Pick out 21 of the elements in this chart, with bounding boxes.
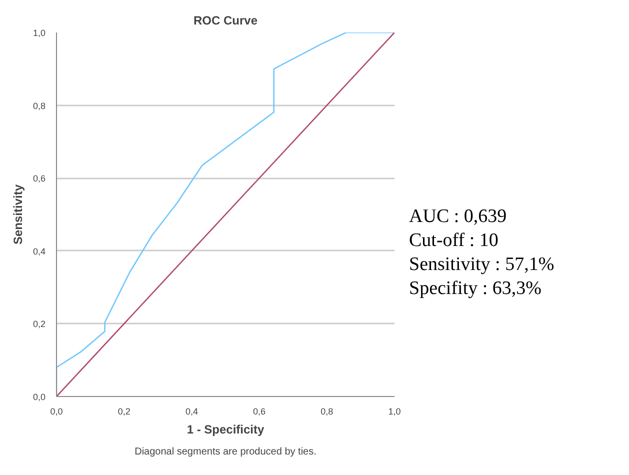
x-tick-label: 0,4	[185, 406, 198, 416]
x-tick-label: 0,6	[253, 406, 266, 416]
text: Cut-off : 10	[409, 230, 498, 251]
x-tick-label: 0,0	[50, 406, 63, 416]
y-tick-label: 0,4	[32, 246, 46, 256]
y-tick-label: 0,0	[32, 392, 46, 402]
line-series	[56, 32, 394, 396]
x-tick-label: 1,0	[388, 406, 401, 416]
chart-title: ROC Curve	[193, 14, 258, 28]
x-axis-title: 1 - Specificity	[186, 422, 265, 436]
y-axis-title: Sensitivity	[10, 184, 25, 245]
text: Specifity : 63,3%	[409, 278, 542, 299]
y-tick-label: 0,8	[32, 100, 46, 111]
y-tick-label: 0,2	[32, 319, 46, 330]
x-tick-label: 0,2	[118, 406, 130, 416]
text: AUC : 0,639	[409, 206, 507, 227]
y-tick-label: 0,6	[32, 174, 46, 184]
y-tick-label: 1,0	[32, 28, 46, 38]
text: Diagonal segments are produced by ties.	[134, 446, 316, 458]
text: Sensitivity : 57,1%	[409, 254, 554, 275]
x-tick-label: 0,8	[320, 406, 334, 416]
